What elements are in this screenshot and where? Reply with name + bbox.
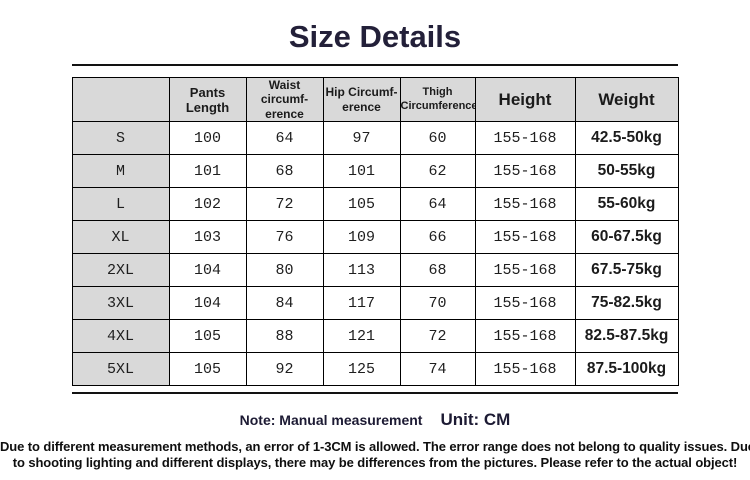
size-label: 4XL <box>71 319 170 354</box>
waist-value: 76 <box>245 220 324 255</box>
divider-top <box>72 64 678 66</box>
waist-value: 92 <box>245 352 324 387</box>
thigh-value: 68 <box>399 253 476 288</box>
thigh-value: 70 <box>399 286 476 321</box>
pants-length-value: 103 <box>168 220 247 255</box>
header-weight: Weight <box>574 76 679 123</box>
table-row: 3XL 104 84 117 70 155-168 75-82.5kg <box>71 286 679 321</box>
size-label: 3XL <box>71 286 170 321</box>
disclaimer-line-2: to shooting lighting and different displ… <box>12 455 738 471</box>
weight-value: 55-60kg <box>574 187 679 222</box>
thigh-value: 66 <box>399 220 476 255</box>
waist-value: 84 <box>245 286 324 321</box>
table-row: L 102 72 105 64 155-168 55-60kg <box>71 187 679 222</box>
thigh-value: 60 <box>399 121 476 156</box>
pants-length-value: 105 <box>168 319 247 354</box>
height-value: 155-168 <box>474 121 576 156</box>
waist-value: 80 <box>245 253 324 288</box>
size-label: M <box>71 154 170 189</box>
size-table: Pants Length Waist circumf- erence Hip C… <box>71 76 679 387</box>
table-header-row: Pants Length Waist circumf- erence Hip C… <box>71 76 679 123</box>
weight-value: 60-67.5kg <box>574 220 679 255</box>
hip-value: 125 <box>322 352 401 387</box>
height-value: 155-168 <box>474 220 576 255</box>
weight-value: 42.5-50kg <box>574 121 679 156</box>
thigh-value: 74 <box>399 352 476 387</box>
page-title: Size Details <box>288 19 462 54</box>
table-row: 5XL 105 92 125 74 155-168 87.5-100kg <box>71 352 679 387</box>
pants-length-value: 105 <box>168 352 247 387</box>
height-value: 155-168 <box>474 352 576 387</box>
weight-value: 67.5-75kg <box>574 253 679 288</box>
size-label: L <box>71 187 170 222</box>
table-row: M 101 68 101 62 155-168 50-55kg <box>71 154 679 189</box>
pants-length-value: 102 <box>168 187 247 222</box>
table-row: 2XL 104 80 113 68 155-168 67.5-75kg <box>71 253 679 288</box>
hip-value: 117 <box>322 286 401 321</box>
weight-value: 82.5-87.5kg <box>574 319 679 354</box>
table-row: XL 103 76 109 66 155-168 60-67.5kg <box>71 220 679 255</box>
height-value: 155-168 <box>474 286 576 321</box>
height-value: 155-168 <box>474 319 576 354</box>
waist-value: 72 <box>245 187 324 222</box>
size-label: S <box>71 121 170 156</box>
hip-value: 109 <box>322 220 401 255</box>
height-value: 155-168 <box>474 253 576 288</box>
size-label: 2XL <box>71 253 170 288</box>
header-thigh-circumference: Thigh Circumference <box>399 76 476 123</box>
waist-value: 64 <box>245 121 324 156</box>
hip-value: 121 <box>322 319 401 354</box>
hip-value: 113 <box>322 253 401 288</box>
header-hip-circumference: Hip Circumf- erence <box>322 76 401 123</box>
disclaimer: Due to different measurement methods, an… <box>0 439 750 471</box>
weight-value: 75-82.5kg <box>574 286 679 321</box>
thigh-value: 64 <box>399 187 476 222</box>
header-size <box>71 76 170 123</box>
divider-bottom <box>72 392 678 395</box>
hip-value: 101 <box>322 154 401 189</box>
height-value: 155-168 <box>474 154 576 189</box>
weight-value: 87.5-100kg <box>574 352 679 387</box>
hip-value: 105 <box>322 187 401 222</box>
table-row: S 100 64 97 60 155-168 42.5-50kg <box>71 121 679 156</box>
table-row: 4XL 105 88 121 72 155-168 82.5-87.5kg <box>71 319 679 354</box>
hip-value: 97 <box>322 121 401 156</box>
thigh-value: 72 <box>399 319 476 354</box>
thigh-value: 62 <box>399 154 476 189</box>
height-value: 155-168 <box>474 187 576 222</box>
size-label: 5XL <box>71 352 170 387</box>
pants-length-value: 100 <box>168 121 247 156</box>
waist-value: 88 <box>245 319 324 354</box>
notes-row: Note: Manual measurement Unit: CM <box>0 410 750 430</box>
note-unit: Unit: CM <box>440 410 511 430</box>
waist-value: 68 <box>245 154 324 189</box>
note-measurement: Note: Manual measurement <box>239 412 423 429</box>
header-waist-circumference: Waist circumf- erence <box>245 76 324 123</box>
header-pants-length: Pants Length <box>168 76 247 123</box>
pants-length-value: 104 <box>168 286 247 321</box>
disclaimer-line-1: Due to different measurement methods, an… <box>0 439 750 455</box>
size-label: XL <box>71 220 170 255</box>
pants-length-value: 104 <box>168 253 247 288</box>
weight-value: 50-55kg <box>574 154 679 189</box>
header-height: Height <box>474 76 576 123</box>
pants-length-value: 101 <box>168 154 247 189</box>
